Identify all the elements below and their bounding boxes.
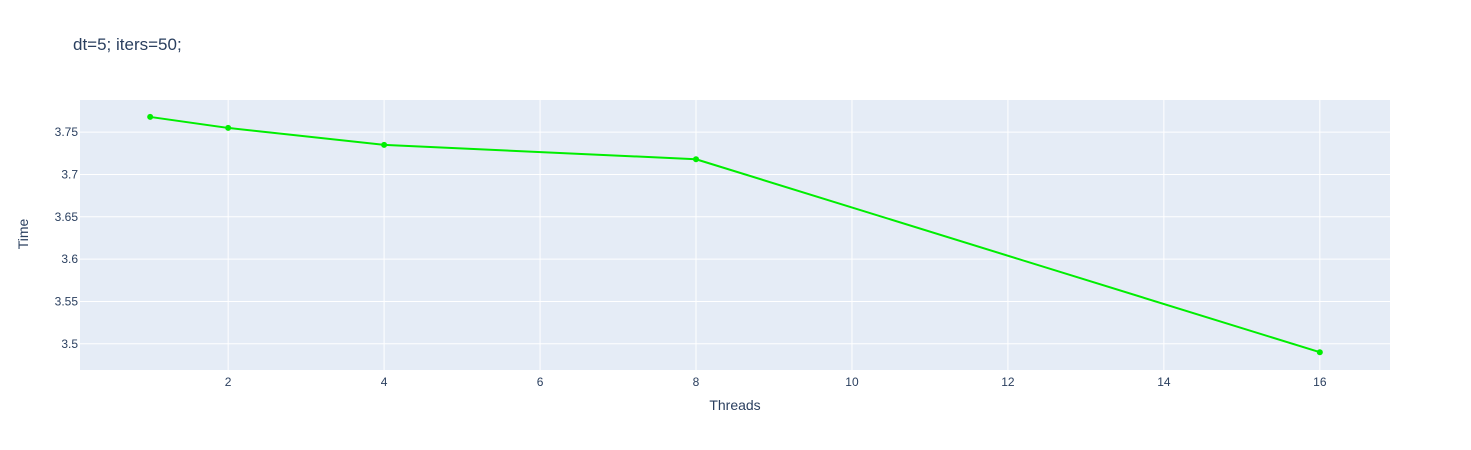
x-tick-label: 6 — [537, 375, 544, 389]
x-tick-label: 16 — [1313, 375, 1327, 389]
data-point[interactable] — [693, 156, 700, 163]
data-point[interactable] — [225, 124, 232, 131]
x-axis-ticks: 2 4 6 8 10 12 14 16 — [225, 375, 1327, 389]
y-tick-label: 3.75 — [55, 125, 79, 139]
x-tick-label: 8 — [693, 375, 700, 389]
grid-lines — [80, 100, 1390, 370]
chart-title: dt=5; iters=50; — [73, 35, 182, 54]
y-tick-label: 3.65 — [55, 210, 79, 224]
data-point[interactable] — [381, 141, 388, 148]
plot-area — [80, 100, 1390, 370]
x-tick-label: 12 — [1001, 375, 1015, 389]
data-point[interactable] — [147, 113, 154, 120]
y-tick-label: 3.55 — [55, 294, 79, 308]
y-axis-title: Time — [15, 218, 31, 249]
series-group — [147, 113, 1323, 356]
y-tick-label: 3.7 — [61, 167, 78, 181]
y-axis-ticks: 3.5 3.55 3.6 3.65 3.7 3.75 — [55, 125, 79, 351]
x-tick-label: 14 — [1157, 375, 1171, 389]
x-tick-label: 2 — [225, 375, 232, 389]
y-tick-label: 3.6 — [61, 252, 78, 266]
y-tick-label: 3.5 — [61, 337, 78, 351]
x-tick-label: 4 — [381, 375, 388, 389]
data-point[interactable] — [1316, 349, 1323, 356]
x-axis-title: Threads — [709, 397, 760, 413]
x-tick-label: 10 — [845, 375, 859, 389]
